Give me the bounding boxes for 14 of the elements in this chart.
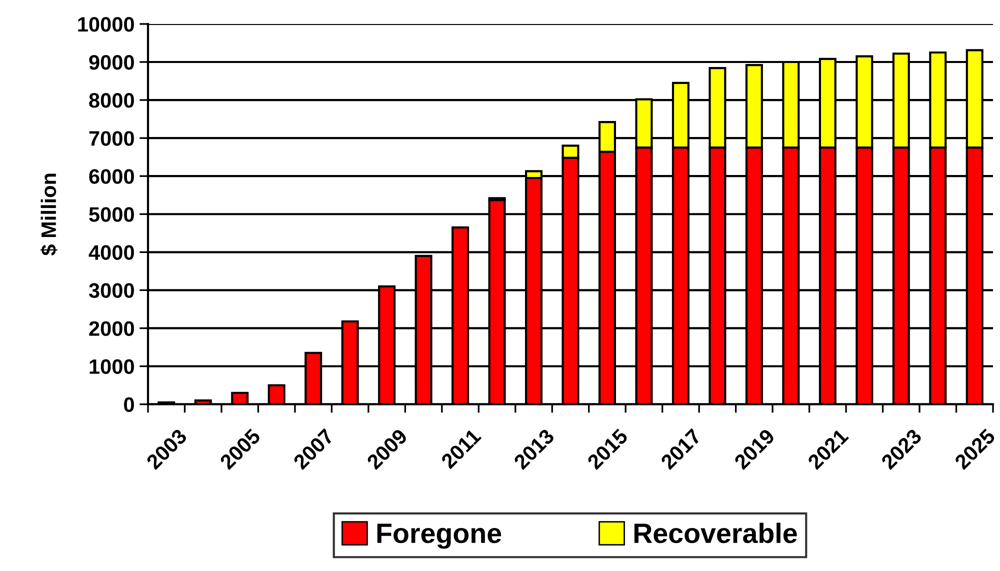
legend-label: Recoverable	[634, 522, 797, 544]
y-tick-label: 6000	[89, 169, 134, 184]
y-tick-label: 8000	[89, 93, 134, 108]
y-tick-label: 9000	[89, 55, 134, 70]
y-tick-label: 7000	[89, 131, 134, 146]
y-tick-label: 3000	[88, 283, 134, 298]
legend-label: Foregone	[377, 524, 502, 549]
y-tick-label: 1000	[90, 359, 134, 374]
y-axis-title: $ Million	[40, 174, 58, 256]
y-tick-label: 10000	[78, 16, 134, 32]
y-tick-label: 4000	[88, 245, 134, 260]
y-tick-label: 0	[124, 397, 134, 412]
y-tick-label: 5000	[89, 207, 134, 222]
y-tick-label: 2000	[89, 321, 134, 336]
